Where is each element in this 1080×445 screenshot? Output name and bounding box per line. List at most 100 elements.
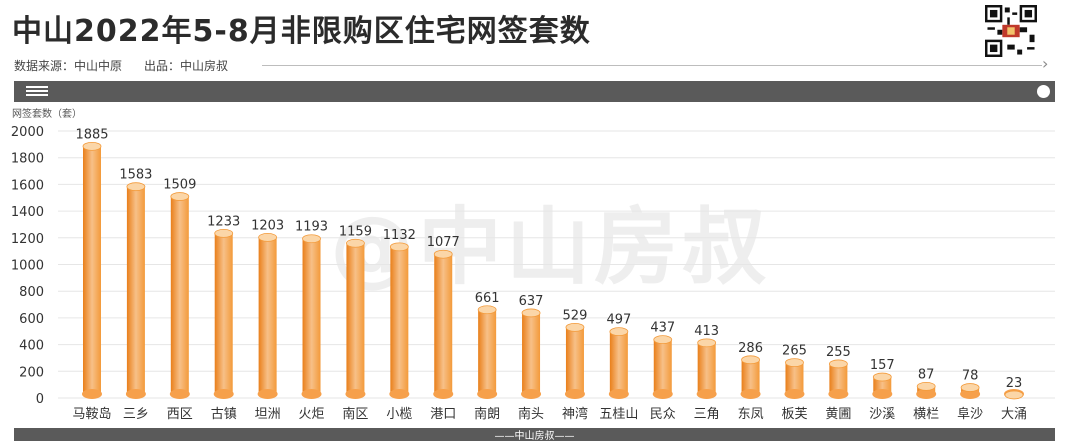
data-label: 661: [475, 291, 500, 306]
bar-cap: [785, 358, 804, 368]
x-tick-label: 三乡: [123, 407, 149, 422]
source-row: 数据来源：中山中原 出品：中山房叔: [14, 57, 228, 74]
menu-icon[interactable]: [26, 86, 48, 97]
bottom-bar: ——中山房叔——: [14, 428, 1055, 442]
bar-cap: [170, 192, 190, 201]
bar-base: [433, 389, 454, 399]
x-tick-label: 神湾: [562, 406, 588, 422]
bar-cap: [433, 249, 453, 259]
x-tick-label: 古镇: [211, 407, 237, 422]
bar: [478, 309, 497, 394]
x-tick-label: 南朗: [474, 406, 500, 422]
data-label: 437: [650, 321, 675, 336]
data-label: 78: [962, 369, 979, 384]
grid-lines: [58, 130, 1055, 399]
x-tick-label: 横栏: [913, 407, 939, 422]
bar-base: [608, 389, 629, 399]
bar-cap: [302, 234, 321, 244]
x-tick-label: 港口: [430, 407, 456, 422]
data-label: 286: [738, 341, 763, 356]
bar-cap: [697, 338, 717, 348]
bar: [522, 312, 541, 394]
bar-base: [169, 389, 190, 399]
bar-cap: [82, 141, 102, 151]
bar-cap: [258, 232, 278, 242]
bar-cap: [214, 228, 234, 238]
bar-cap: [609, 327, 629, 337]
y-axis-title: 网签套数（套）: [12, 109, 82, 120]
bar: [785, 362, 804, 394]
bar: [565, 327, 584, 394]
bar-base: [389, 389, 410, 399]
data-label: 23: [1006, 376, 1023, 391]
x-tick-label: 西区: [167, 407, 193, 422]
x-tick-label: 大涌: [1001, 407, 1027, 422]
x-tick-label: 马鞍岛: [72, 406, 111, 422]
data-label: 637: [519, 294, 544, 309]
data-label: 413: [694, 324, 719, 339]
x-tick-label: 三角: [694, 407, 720, 422]
data-label: 1233: [207, 214, 240, 229]
bar-cap: [1004, 390, 1024, 400]
x-tick-label: 五桂山: [599, 407, 638, 422]
bar-base: [784, 389, 805, 399]
bar: [214, 233, 233, 394]
bar: [829, 363, 848, 394]
bar-base: [521, 389, 542, 399]
x-tick-label: 南区: [342, 406, 368, 422]
data-label: 157: [870, 358, 895, 373]
qr-code-icon: [985, 5, 1037, 57]
y-tick-label: 1600: [11, 178, 44, 193]
bar: [302, 238, 321, 394]
y-tick-label: 1200: [11, 232, 44, 247]
x-tick-label: 坦洲: [255, 407, 281, 422]
data-label: 497: [606, 313, 631, 328]
y-tick-label: 1400: [11, 205, 44, 220]
bar: [390, 246, 409, 394]
bar: [653, 339, 672, 394]
bar-base: [872, 389, 893, 399]
y-tick-label: 0: [36, 392, 44, 407]
bar-cap: [960, 383, 980, 392]
x-tick-label: 阜沙: [957, 406, 983, 422]
bar-cap: [653, 335, 673, 345]
data-label: 1583: [119, 168, 152, 183]
bar: [741, 359, 760, 394]
bar-base: [257, 389, 278, 399]
bar: [346, 243, 365, 394]
bar-base: [960, 389, 981, 399]
data-label: 255: [826, 345, 851, 360]
bar-cap: [126, 182, 146, 192]
y-tick-label: 600: [19, 312, 44, 327]
data-label: 1159: [339, 224, 372, 239]
bar: [609, 331, 628, 394]
x-tick-label: 火炬: [299, 407, 325, 422]
bar-base: [125, 389, 146, 399]
bar-base: [828, 389, 849, 399]
bar-cap: [565, 322, 585, 332]
chart-title: 中山2022年5-8月非限购区住宅网签套数: [12, 14, 591, 49]
x-tick-label: 民众: [650, 407, 676, 422]
bar: [170, 196, 189, 394]
bar-base: [345, 389, 366, 399]
bar-base: [213, 389, 234, 399]
data-label: 1193: [295, 220, 328, 235]
bar-cap: [741, 355, 760, 365]
labels: 0 200 400 600 800 1000 1200 1400 1600 1800 2000 188…: [11, 125, 1027, 422]
bar-cap: [346, 238, 365, 248]
bar-base: [301, 389, 322, 399]
x-tick-label: 东凤: [738, 407, 764, 422]
divider-line: [262, 65, 1042, 66]
x-tick-label: 沙溪: [869, 407, 895, 422]
y-tick-label: 1000: [11, 259, 44, 274]
bar: [697, 342, 716, 394]
y-tick-label: 200: [19, 365, 44, 380]
bar-base: [916, 389, 937, 399]
dot-icon[interactable]: [1037, 85, 1050, 98]
y-tick-label: 800: [19, 285, 44, 300]
bar-base: [564, 389, 585, 399]
bar-cap: [872, 372, 892, 382]
bar-cap: [916, 381, 936, 391]
data-label: 265: [782, 344, 807, 359]
